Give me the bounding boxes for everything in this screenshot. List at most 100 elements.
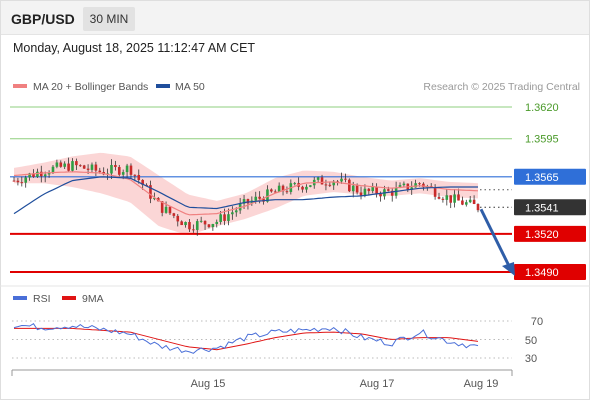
ma50-line — [13, 176, 478, 215]
candle-body — [266, 189, 269, 202]
candle-body — [340, 178, 343, 182]
candle-body — [320, 177, 324, 185]
timeframe-badge[interactable]: 30 MIN — [83, 7, 135, 31]
candle-body — [398, 185, 402, 188]
candle-body — [468, 199, 472, 203]
candle-body — [410, 187, 414, 190]
candle-body — [176, 215, 180, 222]
bollinger-band-area — [14, 152, 478, 235]
candle-body — [55, 162, 59, 167]
x-tick-aug17: Aug 17 — [360, 378, 395, 390]
candle-body — [305, 186, 308, 190]
candle-body — [145, 184, 148, 186]
ma50-legend-label: MA 50 — [175, 81, 205, 93]
candle-body — [20, 182, 24, 184]
level-tag-label-5: 1.3490 — [525, 267, 559, 279]
candle-body — [78, 165, 82, 167]
candle-body — [90, 164, 94, 170]
candle-body — [188, 222, 191, 230]
rsi-legend-label: RSI — [33, 293, 51, 305]
candle-body — [215, 221, 219, 225]
candle-body — [203, 220, 207, 225]
level-tags: 1.3620 1.3595 1.3565 1.3541 1.3520 1.3490 — [514, 102, 586, 280]
x-tick-aug15: Aug 15 — [191, 378, 226, 390]
timestamp-label: Monday, August 18, 2025 11:12:47 AM CET — [13, 41, 256, 55]
candle-body — [184, 222, 187, 226]
candle-body — [43, 174, 47, 177]
candle-body — [160, 201, 164, 213]
candle-body — [32, 173, 35, 177]
candle-body — [82, 165, 86, 169]
candle-body — [437, 196, 441, 199]
candle-body — [192, 229, 195, 231]
level-tag-label-2: 1.3565 — [525, 172, 559, 184]
candle-body — [418, 183, 421, 185]
level-tag-label-3: 1.3541 — [525, 202, 559, 214]
candle-body — [199, 220, 203, 222]
candle-body — [476, 204, 480, 211]
candle-body — [293, 183, 297, 185]
candle-body — [129, 165, 133, 175]
rsi-ma-line — [14, 327, 479, 351]
candle-body — [71, 161, 74, 171]
ma20-legend-label: MA 20 + Bollinger Bands — [33, 81, 148, 93]
candle-body — [117, 167, 121, 175]
candle-body — [59, 162, 63, 167]
candle-body — [24, 177, 27, 183]
candle-body — [137, 174, 141, 180]
candle-body — [12, 180, 16, 182]
rsi-ma-legend-label: 9MA — [82, 293, 104, 305]
candle-body — [351, 185, 355, 192]
candle-body — [63, 163, 66, 167]
candle-body — [449, 195, 453, 203]
candle-body — [28, 173, 31, 178]
candle-body — [465, 202, 468, 205]
rsi-legend-swatch — [13, 296, 27, 300]
candle-body — [281, 185, 285, 192]
candle-body — [258, 196, 261, 199]
moving-averages — [13, 171, 479, 216]
rsi-lines — [13, 323, 479, 354]
rsi-tick-30: 30 — [525, 353, 537, 365]
chart-header: GBP/USD 30 MIN — [1, 1, 589, 35]
candle-body — [149, 185, 152, 199]
candle-body — [234, 210, 238, 213]
projection-arrow — [479, 208, 515, 276]
candle-body — [332, 181, 336, 186]
level-tag-label-1: 1.3595 — [525, 134, 559, 146]
candle-body — [211, 224, 215, 228]
level-tag-label-0: 1.3620 — [525, 102, 559, 114]
candle-body — [110, 165, 113, 174]
rsi-tick-50: 50 — [525, 335, 537, 347]
candle-body — [67, 163, 70, 171]
level-tag-bg-3 — [514, 199, 586, 216]
candle-body — [457, 194, 460, 201]
candle-body — [153, 198, 156, 200]
candle-body — [355, 185, 359, 193]
candle-body — [324, 184, 328, 186]
candle-body — [180, 221, 183, 226]
level-tag-label-4: 1.3520 — [525, 229, 559, 241]
candle-body — [363, 188, 367, 196]
candle-body — [164, 206, 168, 213]
candle-body — [375, 186, 378, 194]
candle-body — [227, 214, 230, 221]
candle-body — [461, 200, 464, 205]
candle-body — [254, 196, 258, 201]
candle-body — [246, 199, 250, 204]
candle-body — [277, 185, 281, 192]
candle-body — [141, 179, 144, 185]
candle-body — [51, 166, 55, 173]
candle-body — [36, 171, 39, 177]
candle-body — [121, 172, 125, 175]
level-tag-bg-5 — [514, 264, 586, 280]
x-tick-aug19: Aug 19 — [464, 378, 499, 390]
candle-body — [125, 165, 129, 173]
candle-body — [348, 179, 351, 192]
candle-body — [379, 193, 382, 197]
projection-arrow-shaft — [479, 208, 512, 269]
candle-body — [367, 188, 371, 192]
price-levels — [10, 106, 512, 273]
candle-body — [390, 190, 394, 196]
